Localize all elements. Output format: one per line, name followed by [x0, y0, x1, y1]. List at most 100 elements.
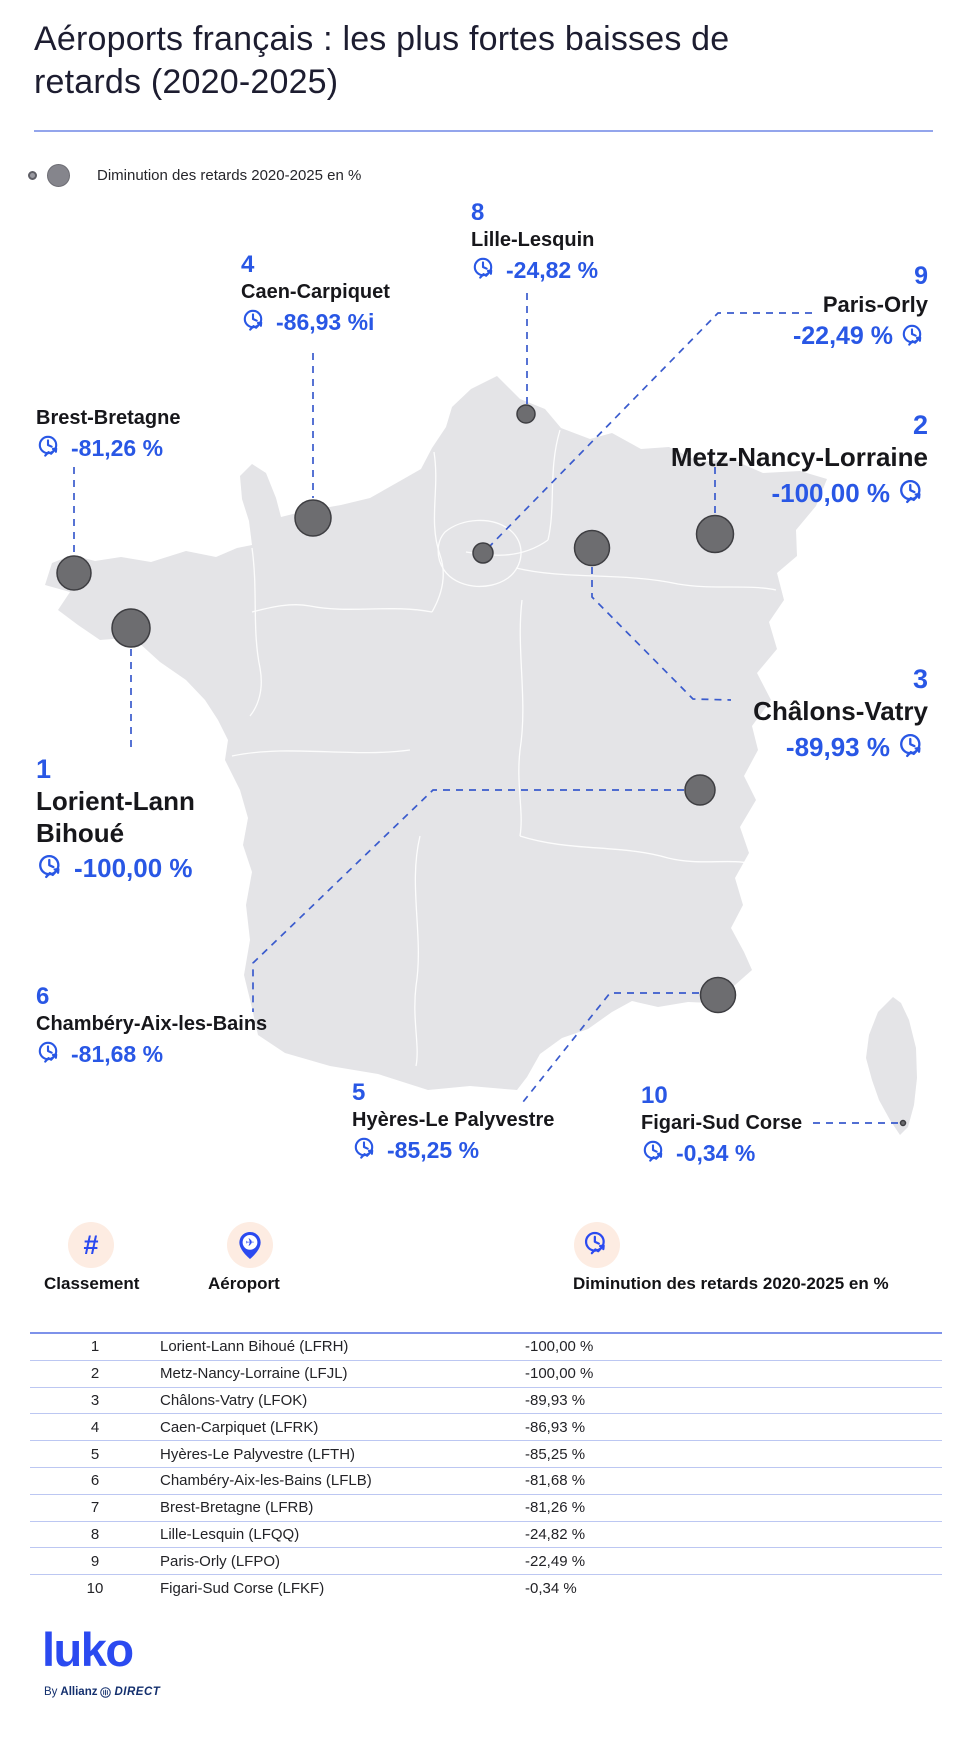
cell-airport: Hyères-Le Palyvestre (LFTH)	[160, 1445, 356, 1463]
delay-value: -81,26 %	[71, 434, 164, 461]
delay-value: -100,00 %	[74, 853, 193, 884]
cell-value: -81,26 %	[525, 1499, 586, 1517]
cell-airport: Châlons-Vatry (LFOK)	[160, 1391, 308, 1409]
cell-rank: 1	[90, 1338, 100, 1356]
airport-name: Metz-Nancy-Lorraine	[670, 442, 928, 473]
cell-value: -100,00 %	[525, 1338, 594, 1356]
cell-rank: 6	[90, 1472, 100, 1490]
clock-trend-icon	[352, 1136, 380, 1164]
cell-airport: Chambéry-Aix-les-Bains (LFLB)	[160, 1472, 372, 1490]
bubble-size-legend: Diminution des retards 2020-2025 en %	[28, 163, 361, 187]
cell-value: -81,68 %	[525, 1472, 586, 1490]
luko-logo: luko	[42, 1623, 134, 1676]
cell-rank: 3	[90, 1391, 100, 1409]
dot-lille	[516, 404, 536, 424]
rank-badge: 10	[641, 1082, 668, 1109]
clock-trend-icon	[36, 434, 64, 462]
column-header-value: Diminution des retards 2020-2025 en %	[573, 1274, 889, 1293]
delay-value: -86,93 %i	[276, 308, 375, 335]
map-label-figari: 10 Figari-Sud Corse -0,34 %	[641, 1083, 851, 1167]
byline-by: By	[44, 1686, 58, 1698]
clock-trend-icon	[471, 256, 499, 284]
clock-trend-icon	[582, 1230, 612, 1260]
rank-badge: 1	[36, 754, 52, 784]
allianz-eagle-icon	[100, 1687, 111, 1698]
table-row: 3 Châlons-Vatry (LFOK) -89,93 %	[30, 1388, 942, 1415]
airport-name: Chambéry-Aix-les-Bains	[36, 1013, 268, 1036]
clock-trend-icon	[241, 308, 269, 336]
clock-trend-icon	[900, 323, 928, 351]
rank-badge: 4	[241, 251, 255, 278]
airport-name: Hyères-Le Palyvestre	[352, 1109, 555, 1132]
delay-value: -89,93 %	[785, 732, 890, 763]
airport-name: Châlons-Vatry	[753, 696, 928, 727]
dot-chambery	[684, 774, 716, 806]
cell-value: -86,93 %	[525, 1418, 586, 1436]
rank-badge: 5	[352, 1079, 366, 1106]
cell-rank: 7	[90, 1499, 100, 1517]
cell-rank: 2	[90, 1365, 100, 1383]
airport-name: Lorient-Lann Bihoué	[36, 786, 195, 848]
rank-column-icon: #	[68, 1222, 114, 1268]
delay-value: -100,00 %	[771, 478, 890, 509]
map-label-lille: 8 Lille-Lesquin -24,82 %	[471, 200, 646, 284]
delay-value: -24,82 %	[506, 256, 599, 283]
rank-badge: 2	[912, 410, 928, 440]
dot-hyeres	[699, 976, 737, 1014]
table-row: 4 Caen-Carpiquet (LFRK) -86,93 %	[30, 1414, 942, 1442]
table-row: 1 Lorient-Lann Bihoué (LFRH) -100,00 %	[30, 1334, 942, 1361]
connector-chambery	[252, 789, 684, 1012]
cell-rank: 5	[90, 1445, 100, 1463]
airport-name: Brest-Bretagne	[36, 407, 181, 429]
map-label-hyeres: 5 Hyères-Le Palyvestre -85,25 %	[352, 1080, 592, 1164]
hash-icon: #	[83, 1229, 99, 1260]
plane-pin-icon	[235, 1230, 265, 1260]
table-row: 8 Lille-Lesquin (LFQQ) -24,82 %	[30, 1522, 942, 1549]
map-label-lorient: 1 Lorient-Lann Bihoué -100,00 %	[36, 755, 216, 884]
table-row: 5 Hyères-Le Palyvestre (LFTH) -85,25 %	[30, 1441, 942, 1468]
allianz-direct-byline: By Allianz DIRECT	[44, 1686, 160, 1698]
cell-airport: Figari-Sud Corse (LFKF)	[160, 1579, 325, 1597]
rank-badge: 6	[36, 983, 50, 1010]
dot-caen	[294, 499, 332, 537]
byline-allianz: Allianz	[60, 1686, 98, 1698]
corsica-outline	[866, 997, 917, 1135]
legend-dot-small-icon	[28, 170, 37, 180]
dot-figari	[899, 1119, 907, 1127]
cell-value: -100,00 %	[525, 1365, 594, 1383]
clock-trend-icon	[36, 853, 67, 884]
cell-airport: Lorient-Lann Bihoué (LFRH)	[160, 1338, 349, 1356]
clock-trend-icon	[897, 732, 928, 763]
column-header-rank: Classement	[44, 1274, 140, 1293]
dot-paris	[472, 542, 494, 564]
title-divider	[34, 130, 933, 132]
airport-name: Paris-Orly	[822, 292, 928, 318]
dot-chalons	[573, 529, 611, 567]
table-row: 9 Paris-Orly (LFPO) -22,49 %	[30, 1548, 942, 1576]
page-title: Aéroports français : les plus fortes bai…	[34, 20, 730, 102]
map-label-caen: 4 Caen-Carpiquet -86,93 %i	[241, 252, 431, 336]
delay-value: -22,49 %	[792, 322, 893, 351]
dot-brest	[56, 555, 92, 591]
airport-column-icon	[227, 1222, 273, 1268]
table-row: 10 Figari-Sud Corse (LFKF) -0,34 %	[30, 1575, 942, 1601]
cell-value: -22,49 %	[525, 1552, 586, 1570]
delay-value: -81,68 %	[71, 1040, 164, 1067]
cell-airport: Brest-Bretagne (LFRB)	[160, 1499, 314, 1517]
clock-trend-icon	[36, 1040, 64, 1068]
cell-airport: Paris-Orly (LFPO)	[160, 1552, 280, 1570]
rank-badge: 9	[914, 262, 928, 290]
ranking-table: 1 Lorient-Lann Bihoué (LFRH) -100,00 % 2…	[30, 1332, 942, 1601]
table-row: 2 Metz-Nancy-Lorraine (LFJL) -100,00 %	[30, 1361, 942, 1388]
legend-dot-large-icon	[47, 163, 70, 187]
byline-direct: DIRECT	[114, 1686, 161, 1698]
delay-value: -85,25 %	[387, 1136, 480, 1163]
dot-metz	[695, 514, 735, 554]
map-label-chalons: 3 Châlons-Vatry -89,93 %	[668, 665, 928, 763]
map-label-paris: 9 Paris-Orly -22,49 %	[708, 263, 928, 351]
map-label-brest: Brest-Bretagne -81,26 %	[36, 403, 236, 462]
cell-rank: 4	[90, 1418, 100, 1436]
cell-value: -24,82 %	[525, 1525, 586, 1543]
map-label-metz: 2 Metz-Nancy-Lorraine -100,00 %	[608, 411, 928, 509]
